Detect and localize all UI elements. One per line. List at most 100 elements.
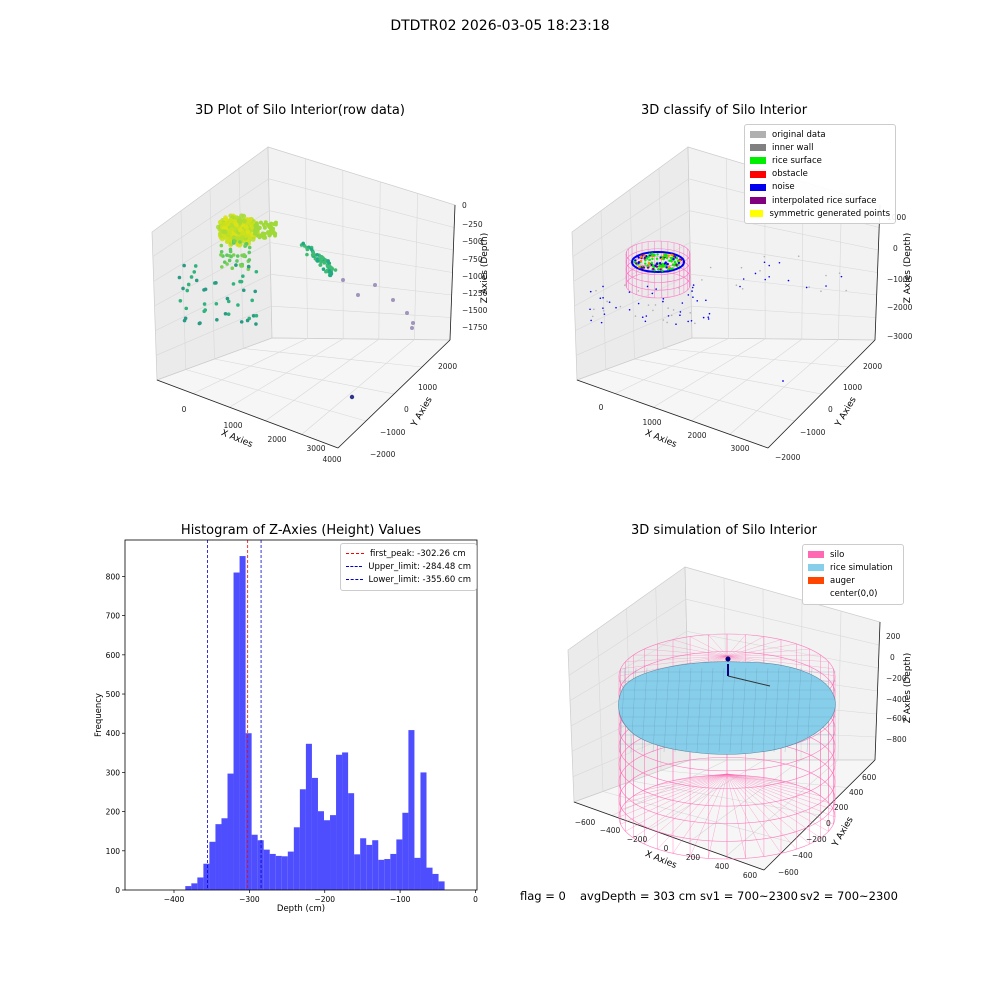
p2-ytick-4: 2000	[863, 362, 882, 371]
p1-point	[228, 249, 233, 254]
p1-point	[373, 283, 377, 287]
rice-mesh-line	[751, 667, 758, 753]
rice-mesh-line	[795, 667, 802, 753]
p2-point	[661, 262, 664, 266]
histogram-bar	[263, 849, 270, 890]
p1-point	[185, 288, 190, 293]
p4-ztick-3: −400	[886, 695, 907, 704]
p2-point	[644, 320, 647, 323]
p2-point	[624, 284, 626, 286]
p2-point	[628, 291, 631, 293]
p2-ztick-1: 0	[893, 244, 898, 253]
p4-ytick-1: −400	[792, 851, 813, 860]
p2-legend-entry-0: original data	[750, 128, 890, 141]
p2-point	[838, 272, 841, 274]
p2-legend-entry-5: interpolated rice surface	[750, 194, 890, 207]
p2-point	[692, 284, 695, 286]
p1-point	[231, 253, 236, 257]
p1-xtick-1: 1000	[223, 421, 242, 430]
p1-point	[333, 268, 338, 272]
p2-point	[742, 278, 745, 280]
p1-point	[244, 242, 249, 246]
p2-legend-swatch-3	[750, 170, 766, 178]
panel4-title: 3D simulation of Silo Interior	[631, 523, 817, 538]
p1-point	[224, 239, 230, 244]
p2-point	[840, 275, 843, 278]
p1-point	[349, 394, 355, 400]
p2-point	[691, 290, 693, 292]
p2-legend-swatch-0	[750, 131, 766, 139]
p2-point	[651, 255, 654, 258]
p1-point	[315, 259, 320, 263]
p1-ztick-7: −1750	[462, 323, 488, 332]
p1-point	[328, 265, 332, 270]
panel1-points	[177, 213, 415, 400]
p1-point	[266, 231, 271, 236]
p4-xtick-2: −200	[627, 835, 648, 844]
panel2-legend: original data inner wall rice surface ob…	[744, 124, 896, 225]
p2-point	[644, 262, 647, 265]
histogram-bar	[191, 883, 198, 890]
histogram-bar	[420, 772, 427, 890]
p1-ztick-4: −1000	[462, 272, 488, 281]
p4-ytick-3: 0	[826, 819, 831, 828]
panel4-legend: silo rice simulation auger center(0,0)	[802, 544, 904, 605]
p2-point	[652, 265, 655, 268]
p4-ytick-5: 400	[849, 788, 864, 797]
p2-point	[676, 259, 680, 263]
p1-point	[271, 226, 276, 231]
p1-point	[391, 298, 395, 302]
p2-point	[673, 260, 677, 264]
histogram-bar	[233, 572, 240, 890]
p2-point	[646, 285, 649, 288]
p2-point	[647, 255, 650, 258]
p2-point	[599, 297, 602, 300]
p1-point	[182, 263, 186, 268]
p2-point	[603, 313, 606, 315]
p1-ztick-1: −250	[462, 220, 483, 229]
p2-legend-entry-4: noise	[750, 181, 890, 194]
p2-point	[651, 252, 654, 255]
p4-ytick-6: 600	[862, 773, 877, 782]
rice-mesh-line	[619, 667, 626, 753]
histogram-frame	[124, 539, 478, 891]
rice-mesh-line	[674, 667, 681, 753]
p1-point	[219, 249, 224, 254]
p2-point	[692, 296, 694, 298]
figure-title: DTDTR02 2026-03-05 18:23:18	[390, 18, 610, 34]
p2-point	[651, 257, 654, 261]
p1-point	[241, 288, 246, 293]
p2-point	[591, 315, 594, 318]
p1-point	[219, 253, 223, 257]
p2-point	[633, 260, 636, 264]
rice-mesh-line	[696, 667, 703, 753]
p1-point	[202, 309, 206, 314]
p2-point	[659, 265, 662, 268]
p1-point	[329, 271, 334, 276]
p2-point	[637, 290, 640, 292]
p2-point	[651, 292, 654, 295]
histogram-bar	[227, 773, 234, 890]
p2-point	[663, 254, 667, 258]
p4-xtick-6: 600	[743, 871, 758, 880]
rice-mesh-line	[729, 667, 736, 753]
p2-point	[782, 380, 784, 382]
p1-point	[243, 224, 249, 230]
p4-ytick-4: 200	[834, 803, 849, 812]
p1-point	[235, 254, 240, 258]
p4-legend-entry-2: auger	[808, 574, 898, 587]
p2-point	[741, 288, 744, 290]
p1-ytick-3: 1000	[418, 383, 437, 392]
p2-point	[642, 266, 646, 269]
p2-point	[589, 290, 592, 293]
p2-ytick-2: 0	[828, 405, 833, 414]
p1-point	[318, 263, 322, 267]
p2-point	[662, 319, 665, 321]
p2-ztick-0: 1000	[887, 213, 906, 222]
histogram-bar	[281, 856, 288, 890]
p1-point	[225, 296, 230, 301]
histogram-xtick-label: −300	[239, 895, 260, 904]
histogram-bar	[342, 752, 349, 890]
p2-point	[662, 297, 665, 300]
